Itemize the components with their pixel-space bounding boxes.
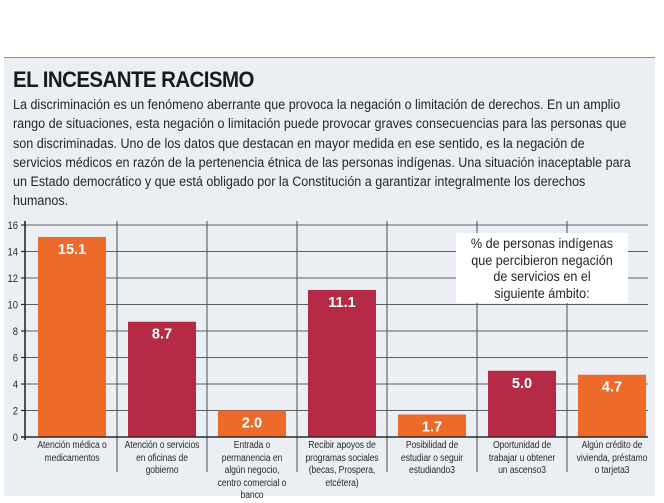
x-tick-label: Atención médica o medicamentos [37, 440, 107, 464]
bar-value-label: 5.0 [512, 376, 532, 392]
bar-value-label: 11.1 [328, 295, 355, 311]
bar [218, 410, 286, 437]
axes: 0 2 4 6 8 10 12 14 16 [7, 220, 648, 444]
y-tick-label: 6 [13, 353, 19, 365]
value-labels: 15.1 8.7 2.0 11.1 1.7 5.0 4.7 [58, 242, 622, 436]
x-tick-label: Entrada o permanencia en algún negocio, … [217, 440, 287, 501]
bar [578, 374, 646, 437]
x-tick-label: Oportunidad de trabajar u obtener un asc… [488, 440, 556, 476]
intro-paragraph: La discriminación es un fenómeno aberran… [13, 97, 631, 210]
chart-legend-box: % de personas indígenas que percibieron … [456, 233, 628, 303]
x-tick-label: Atención o servicios en oficinas de gobi… [124, 440, 200, 476]
bar-value-label: 4.7 [602, 380, 622, 396]
legend-text: % de personas indígenas que percibieron … [470, 235, 614, 301]
bar-value-label: 8.7 [152, 327, 172, 343]
bar-value-label: 1.7 [422, 419, 442, 435]
y-tick-label: 16 [7, 220, 18, 232]
bars [38, 236, 646, 437]
y-tick-label: 2 [13, 406, 19, 418]
bar-value-label: 2.0 [242, 416, 262, 432]
bar [488, 370, 556, 437]
bar [38, 236, 106, 437]
page-title: EL INCESANTE RACISMO [13, 67, 254, 92]
bar [308, 289, 376, 437]
y-tick-label: 12 [7, 273, 18, 285]
y-tick-label: 4 [13, 379, 19, 391]
y-tick-label: 10 [7, 300, 18, 312]
bar-value-label: 15.1 [58, 242, 86, 258]
bar [398, 414, 466, 437]
x-tick-label: Posibilidad de estudiar o seguir estudia… [400, 440, 464, 476]
bar [128, 321, 196, 437]
y-tick-label: 8 [13, 326, 19, 338]
y-tick-label: 0 [13, 432, 19, 444]
x-tick-label: Algún crédito de vivienda, préstamo o ta… [576, 440, 648, 476]
y-tick-label: 14 [7, 247, 18, 259]
x-tick-label: Recibir apoyos de programas sociales (be… [305, 440, 379, 489]
